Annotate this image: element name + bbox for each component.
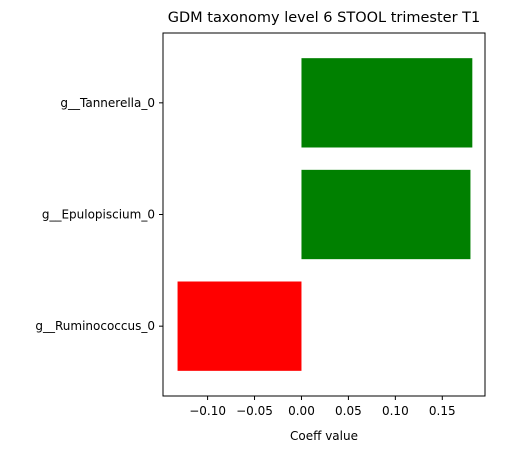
x-tick-label: −0.10 [189,404,226,418]
bar [301,58,473,148]
y-tick-label: g__Epulopiscium_0 [42,208,155,222]
x-tick-label: 0.05 [335,404,362,418]
bar [301,169,471,260]
y-tick-label: g__Ruminococcus_0 [35,319,155,333]
x-tick-label: 0.00 [288,404,315,418]
bar [177,281,302,371]
y-tick-label: g__Tannerella_0 [60,96,155,110]
plot-area: g__Tannerella_0 g__Epulopiscium_0 g__Rumin… [35,58,473,418]
x-tick-label: 0.15 [429,404,456,418]
x-tick-label: 0.10 [382,404,409,418]
chart-title: GDM taxonomy level 6 STOOL trimester T1 [168,10,481,26]
plot-frame [162,32,486,397]
x-tick-label: −0.05 [236,404,273,418]
x-axis-label: Coeff value [290,429,358,443]
